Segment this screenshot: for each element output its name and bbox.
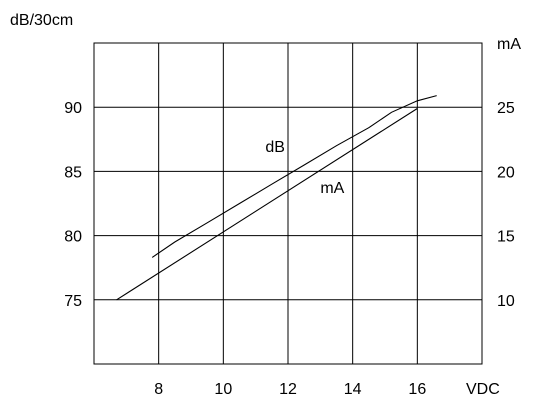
x-tick-label: 12 bbox=[279, 381, 297, 398]
series-label-dB: dB bbox=[265, 139, 285, 156]
y-left-tick-label: 80 bbox=[64, 229, 82, 246]
x-tick-label: 8 bbox=[154, 381, 163, 398]
x-axis-label: VDC bbox=[466, 381, 500, 398]
x-tick-label: 14 bbox=[344, 381, 362, 398]
y-right-tick-label: 15 bbox=[497, 229, 515, 246]
tick-labels: 8 10 12 14 16 75 80 85 90 10 15 20 25 bbox=[64, 100, 515, 398]
y-left-tick-label: 75 bbox=[64, 293, 82, 310]
series-line-dB bbox=[151, 95, 437, 258]
series-line-mA bbox=[116, 108, 418, 301]
y-right-tick-label: 20 bbox=[497, 164, 515, 181]
series-label-mA: mA bbox=[320, 180, 344, 197]
grid bbox=[93, 42, 483, 365]
y-right-axis-label: mA bbox=[497, 36, 521, 53]
y-left-tick-label: 90 bbox=[64, 100, 82, 117]
x-tick-label: 10 bbox=[214, 381, 232, 398]
series-labels: dB mA bbox=[265, 139, 344, 197]
series-lines bbox=[116, 95, 437, 301]
y-right-tick-label: 10 bbox=[497, 293, 515, 310]
y-left-axis-label: dB/30cm bbox=[10, 12, 73, 29]
y-right-tick-label: 25 bbox=[497, 100, 515, 117]
y-left-tick-label: 85 bbox=[64, 164, 82, 181]
x-tick-label: 16 bbox=[408, 381, 426, 398]
